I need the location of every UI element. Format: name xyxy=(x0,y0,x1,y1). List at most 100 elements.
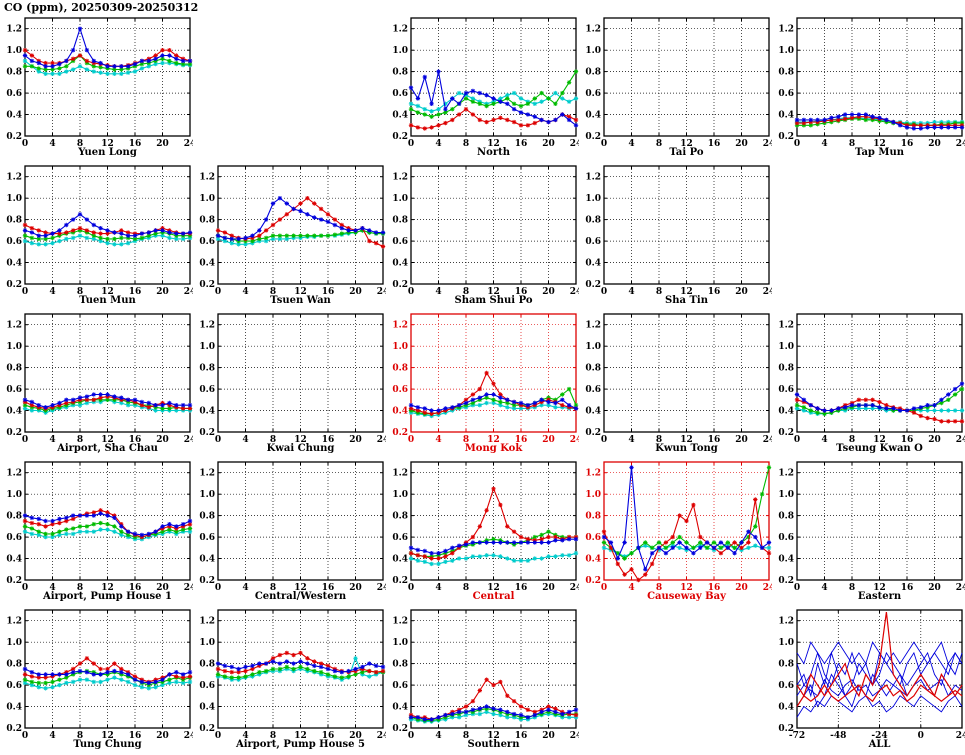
y-tick-label: 0.4 xyxy=(392,703,408,713)
x-tick-label: 20 xyxy=(735,435,748,445)
x-tick-label: 24 xyxy=(763,583,772,593)
y-tick-label: 0.2 xyxy=(199,280,215,290)
x-tick-label: 20 xyxy=(928,435,941,445)
y-tick-label: 0.8 xyxy=(778,512,794,522)
y-tick-label: 0.6 xyxy=(585,237,601,247)
x-tick-label: 4 xyxy=(49,139,55,149)
y-tick-label: 1.0 xyxy=(6,46,22,56)
series-markers-blue xyxy=(601,465,772,572)
chart-causeway-bay: 0.2 0.4 0.6 0.8 1.0 1.2 0 4 8 12 16 20 24 Causeway Ba… xyxy=(579,459,772,607)
x-tick-label: 16 xyxy=(515,731,528,741)
series-line-red xyxy=(410,487,576,560)
series-markers-blue xyxy=(215,196,386,242)
chart-title: Sham Shui Po xyxy=(454,295,533,306)
x-tick-label: 20 xyxy=(349,731,362,741)
x-tick-label: 8 xyxy=(463,731,469,741)
chart-tap-mun: 0.2 0.4 0.6 0.8 1.0 1.2 0 4 8 12 16 20 24 Tap Mun xyxy=(772,15,965,163)
y-tick-label: 0.2 xyxy=(778,428,794,438)
plot-canvas: 0.2 0.4 0.6 0.8 1.0 1.2 0 4 8 12 16 20 24 xyxy=(6,461,193,593)
y-tick-label: 0.4 xyxy=(392,407,408,417)
y-tick-label: 1.2 xyxy=(6,469,22,479)
plot-canvas: 0.2 0.4 0.6 0.8 1.0 1.2 0 4 8 12 16 20 24 xyxy=(6,165,193,297)
y-tick-label: 0.6 xyxy=(392,681,408,691)
y-tick-label: 0.6 xyxy=(585,533,601,543)
y-tick-label: 0.6 xyxy=(199,385,215,395)
series-line-highlight-2 xyxy=(796,683,963,707)
x-tick-label: 20 xyxy=(928,583,941,593)
y-tick-label: 1.2 xyxy=(199,469,215,479)
x-tick-label: 16 xyxy=(129,435,142,445)
chart-title: Airport, Pump House 5 xyxy=(235,739,365,750)
chart-title: Sha Tin xyxy=(665,295,708,306)
x-tick-label: 4 xyxy=(242,731,248,741)
y-tick-label: 0.4 xyxy=(199,555,215,565)
chart-southern: 0.2 0.4 0.6 0.8 1.0 1.2 0 4 8 12 16 20 24 Southern xyxy=(386,607,579,755)
x-tick-label: 16 xyxy=(515,287,528,297)
y-tick-label: 1.0 xyxy=(778,46,794,56)
y-tick-label: 0.4 xyxy=(392,259,408,269)
y-tick-label: 0.8 xyxy=(392,364,408,374)
x-tick-label: 12 xyxy=(101,583,114,593)
x-tick-label: 4 xyxy=(628,435,634,445)
y-tick-label: 0.8 xyxy=(199,216,215,226)
x-tick-label: 24 xyxy=(570,287,579,297)
x-tick-label: 20 xyxy=(542,583,555,593)
chart-airport-pump-house-1: 0.2 0.4 0.6 0.8 1.0 1.2 0 4 8 12 16 20 24 Airport, Pu… xyxy=(0,459,193,607)
x-tick-label: 24 xyxy=(570,139,579,149)
y-tick-label: 0.8 xyxy=(6,216,22,226)
y-tick-label: 0.2 xyxy=(392,132,408,142)
plot-canvas: 0.2 0.4 0.6 0.8 1.0 1.2 0 4 8 12 16 20 24 xyxy=(778,461,965,593)
x-tick-label: 0 xyxy=(408,435,414,445)
y-tick-label: 0.8 xyxy=(199,512,215,522)
chart-title: Yuen Long xyxy=(78,147,137,158)
y-tick-label: 0.6 xyxy=(778,681,794,691)
y-tick-label: 0.4 xyxy=(392,111,408,121)
x-tick-label: 20 xyxy=(349,435,362,445)
y-tick-label: 0.8 xyxy=(6,68,22,78)
series-line-station-3 xyxy=(796,651,963,687)
chart-tseung-kwan-o: 0.2 0.4 0.6 0.8 1.0 1.2 0 4 8 12 16 20 24 Tseung Kwan… xyxy=(772,311,965,459)
x-tick-label: -24 xyxy=(871,731,887,741)
y-tick-label: 1.2 xyxy=(6,617,22,627)
x-tick-label: 0 xyxy=(794,139,800,149)
y-tick-label: 0.4 xyxy=(585,407,601,417)
chart-yuen-long: 0.2 0.4 0.6 0.8 1.0 1.2 0 4 8 12 16 20 24 Yuen Long xyxy=(0,15,193,163)
plot-canvas: 0.2 0.4 0.6 0.8 1.0 1.2 0 4 8 12 16 20 24 xyxy=(199,609,386,741)
y-tick-label: 1.2 xyxy=(778,617,794,627)
y-tick-label: 0.8 xyxy=(392,660,408,670)
x-tick-label: 20 xyxy=(156,583,169,593)
y-tick-label: 0.6 xyxy=(392,89,408,99)
y-tick-label: 0.6 xyxy=(6,533,22,543)
x-tick-label: 12 xyxy=(680,139,693,149)
y-tick-label: 1.0 xyxy=(6,490,22,500)
plot-canvas: 0.2 0.4 0.6 0.8 1.0 1.2 0 4 8 12 16 20 24 xyxy=(392,609,579,741)
x-tick-label: 0 xyxy=(22,435,28,445)
x-tick-label: 16 xyxy=(708,583,721,593)
x-tick-label: 8 xyxy=(463,583,469,593)
x-tick-label: 8 xyxy=(77,731,83,741)
x-tick-label: 12 xyxy=(101,731,114,741)
x-tick-label: 12 xyxy=(873,583,886,593)
y-tick-label: 0.4 xyxy=(6,111,22,121)
plot-canvas: 0.2 0.4 0.6 0.8 1.0 1.2 0 4 8 12 16 20 24 xyxy=(6,313,193,445)
y-tick-label: 0.4 xyxy=(585,111,601,121)
x-tick-label: 0 xyxy=(601,435,607,445)
y-tick-label: 0.6 xyxy=(6,237,22,247)
x-tick-label: 24 xyxy=(763,139,772,149)
plot-canvas: 0.2 0.4 0.6 0.8 1.0 1.2 0 4 8 12 16 20 24 xyxy=(778,313,965,445)
y-tick-label: 0.6 xyxy=(778,385,794,395)
y-tick-label: 0.4 xyxy=(392,555,408,565)
plot-canvas: 0.2 0.4 0.6 0.8 1.0 1.2 0 4 8 12 16 20 24 xyxy=(199,165,386,297)
x-tick-label: 24 xyxy=(763,435,772,445)
y-tick-label: 0.2 xyxy=(199,428,215,438)
x-tick-label: 20 xyxy=(735,139,748,149)
series-markers-blue xyxy=(408,392,579,413)
page-title: CO (ppm), 20250309-20250312 xyxy=(4,1,199,14)
y-tick-label: 0.2 xyxy=(6,576,22,586)
x-tick-label: 0 xyxy=(22,287,28,297)
chart-kwai-chung: 0.2 0.4 0.6 0.8 1.0 1.2 0 4 8 12 16 20 24 Kwai Chung xyxy=(193,311,386,459)
chart-title: Mong Kok xyxy=(464,443,523,454)
y-tick-label: 0.4 xyxy=(199,703,215,713)
chart-title: Eastern xyxy=(857,591,902,602)
x-tick-label: 4 xyxy=(628,139,634,149)
